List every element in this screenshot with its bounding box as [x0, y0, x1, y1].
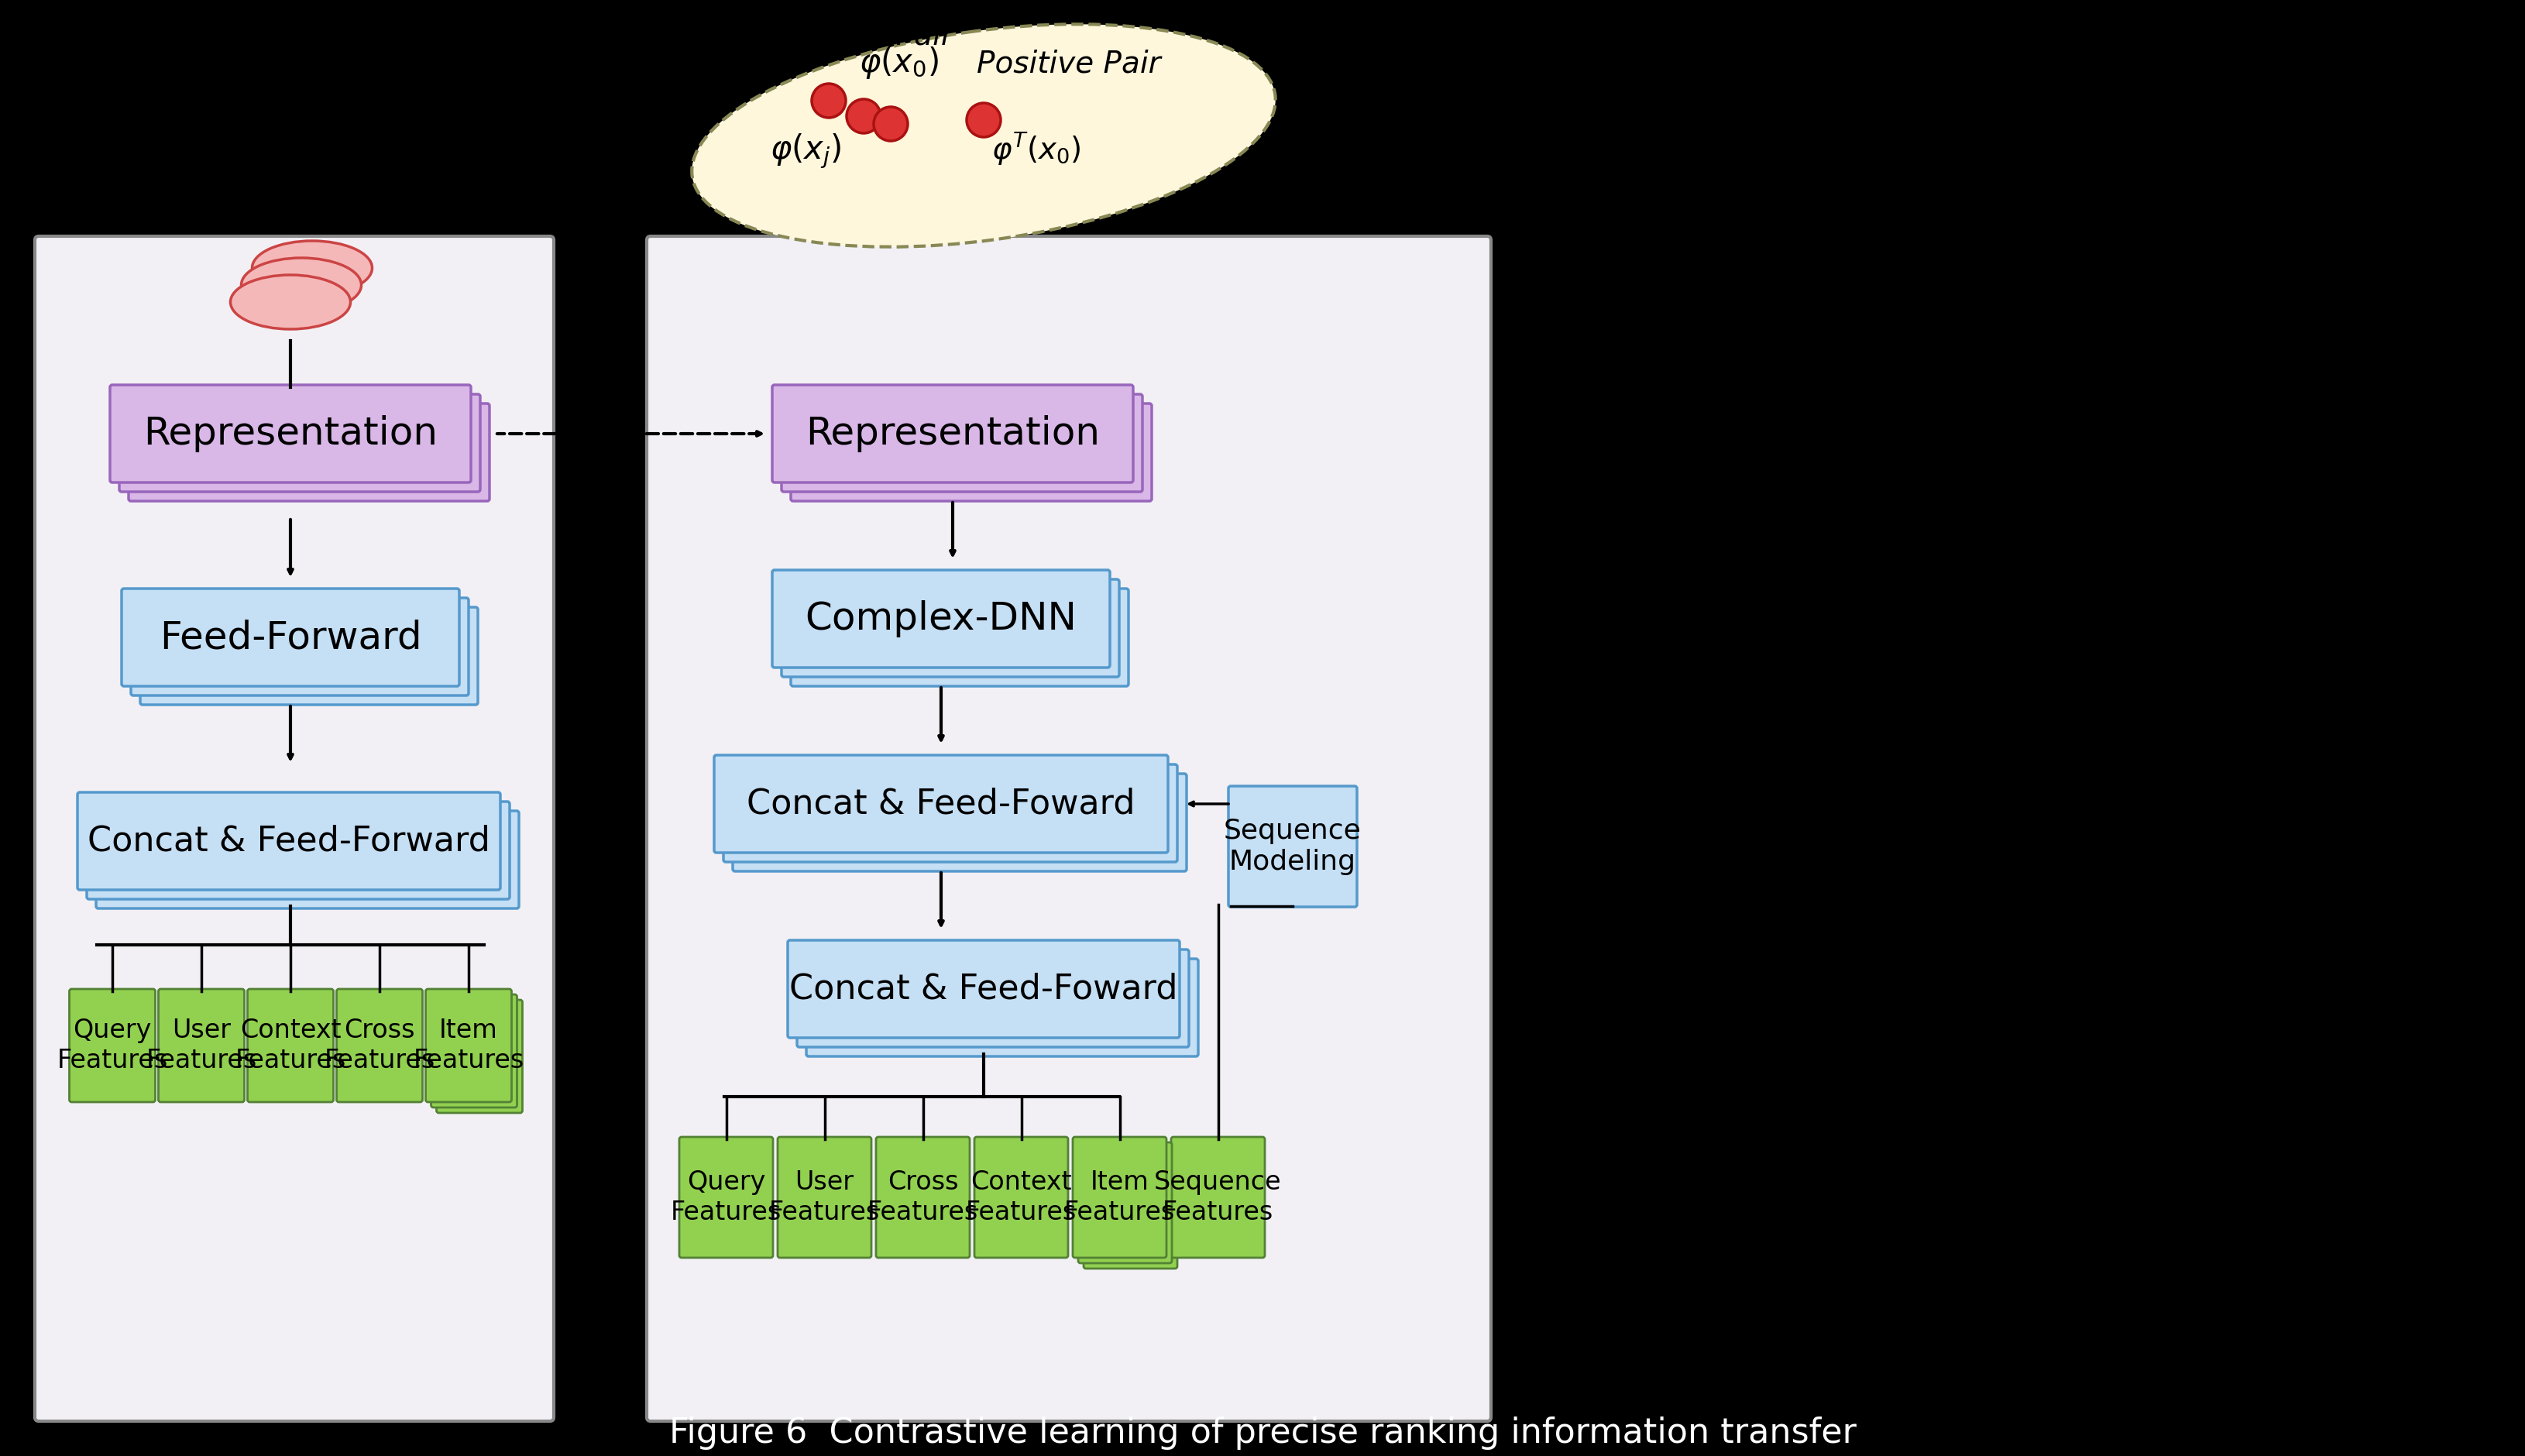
- FancyBboxPatch shape: [78, 792, 500, 890]
- Circle shape: [874, 106, 909, 141]
- FancyBboxPatch shape: [35, 236, 553, 1421]
- FancyBboxPatch shape: [1083, 1147, 1177, 1268]
- FancyBboxPatch shape: [1172, 1137, 1265, 1258]
- Text: $\varphi(x_j)$: $\varphi(x_j)$: [770, 132, 841, 170]
- Text: Item
Features: Item Features: [1063, 1169, 1174, 1224]
- Text: Cross
Features: Cross Features: [869, 1169, 977, 1224]
- FancyBboxPatch shape: [679, 1137, 773, 1258]
- Text: Sequence
Features: Sequence Features: [1154, 1169, 1283, 1224]
- FancyBboxPatch shape: [96, 811, 520, 909]
- FancyBboxPatch shape: [790, 403, 1151, 501]
- FancyBboxPatch shape: [432, 994, 518, 1108]
- Ellipse shape: [252, 240, 371, 296]
- Text: $\varphi(x_0)$: $\varphi(x_0)$: [858, 45, 939, 80]
- Text: $\varphi^T(x_0)$: $\varphi^T(x_0)$: [992, 130, 1081, 166]
- Text: Query
Features: Query Features: [58, 1018, 167, 1073]
- FancyBboxPatch shape: [141, 607, 477, 705]
- Text: Complex-DNN: Complex-DNN: [805, 600, 1078, 638]
- FancyBboxPatch shape: [975, 1137, 1068, 1258]
- Text: User
Features: User Features: [146, 1018, 258, 1073]
- FancyBboxPatch shape: [437, 1000, 523, 1112]
- FancyBboxPatch shape: [1078, 1143, 1172, 1264]
- Ellipse shape: [692, 25, 1275, 248]
- FancyBboxPatch shape: [111, 384, 472, 482]
- Text: Context
Features: Context Features: [235, 1018, 346, 1073]
- FancyBboxPatch shape: [783, 579, 1119, 677]
- FancyBboxPatch shape: [773, 569, 1111, 668]
- FancyBboxPatch shape: [427, 989, 513, 1102]
- FancyBboxPatch shape: [336, 989, 422, 1102]
- FancyBboxPatch shape: [876, 1137, 970, 1258]
- FancyBboxPatch shape: [778, 1137, 871, 1258]
- FancyBboxPatch shape: [732, 773, 1187, 871]
- FancyBboxPatch shape: [646, 236, 1490, 1421]
- Circle shape: [967, 103, 1000, 137]
- Text: Feed-Forward: Feed-Forward: [159, 619, 422, 657]
- FancyBboxPatch shape: [68, 989, 157, 1102]
- FancyBboxPatch shape: [715, 756, 1169, 853]
- Text: Representation: Representation: [805, 415, 1101, 453]
- Text: Positive Pair: Positive Pair: [977, 50, 1162, 79]
- FancyBboxPatch shape: [725, 764, 1177, 862]
- FancyBboxPatch shape: [805, 960, 1199, 1057]
- FancyBboxPatch shape: [773, 384, 1134, 482]
- FancyBboxPatch shape: [119, 395, 480, 492]
- Text: Context
Features: Context Features: [965, 1169, 1076, 1224]
- FancyBboxPatch shape: [783, 395, 1141, 492]
- Text: User
Features: User Features: [770, 1169, 881, 1224]
- FancyBboxPatch shape: [1073, 1137, 1167, 1258]
- Text: Figure 6  Contrastive learning of precise ranking information transfer: Figure 6 Contrastive learning of precise…: [669, 1417, 1856, 1449]
- Text: Representation: Representation: [144, 415, 437, 453]
- Text: Item
Features: Item Features: [414, 1018, 525, 1073]
- Text: Concat & Feed-Forward: Concat & Feed-Forward: [88, 824, 490, 858]
- Ellipse shape: [242, 258, 361, 312]
- Ellipse shape: [230, 275, 351, 329]
- Text: Concat & Feed-Foward: Concat & Feed-Foward: [790, 973, 1177, 1006]
- FancyBboxPatch shape: [788, 941, 1179, 1038]
- Circle shape: [811, 83, 846, 118]
- Text: Sequence
Modeling: Sequence Modeling: [1225, 818, 1361, 875]
- FancyBboxPatch shape: [1230, 786, 1356, 907]
- Text: Query
Features: Query Features: [672, 1169, 783, 1224]
- FancyBboxPatch shape: [121, 588, 460, 686]
- Text: Negative Pair: Negative Pair: [750, 22, 952, 51]
- FancyBboxPatch shape: [131, 598, 470, 696]
- FancyBboxPatch shape: [159, 989, 245, 1102]
- Circle shape: [846, 99, 881, 132]
- FancyBboxPatch shape: [247, 989, 333, 1102]
- Text: Concat & Feed-Foward: Concat & Feed-Foward: [747, 788, 1136, 821]
- FancyBboxPatch shape: [86, 802, 510, 900]
- Text: Cross
Features: Cross Features: [323, 1018, 434, 1073]
- FancyBboxPatch shape: [129, 403, 490, 501]
- FancyBboxPatch shape: [798, 949, 1189, 1047]
- FancyBboxPatch shape: [790, 588, 1129, 686]
